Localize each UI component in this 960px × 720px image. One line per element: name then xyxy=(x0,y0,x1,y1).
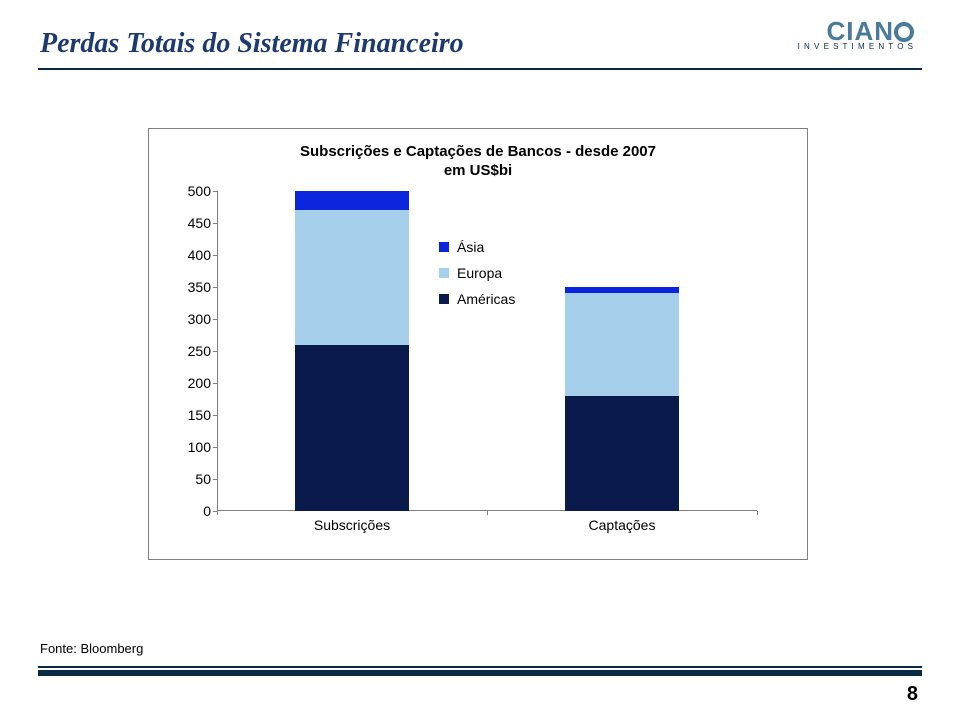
y-tick-label: 50 xyxy=(171,471,211,487)
slide-page: Perdas Totais do Sistema Financeiro CIAN… xyxy=(0,0,960,720)
segment-ásia xyxy=(565,287,678,293)
page-title: Perdas Totais do Sistema Financeiro xyxy=(40,28,464,60)
logo-subtext: I N V E S T I M E N T O S xyxy=(798,42,914,51)
x-label: Captações xyxy=(532,517,712,533)
y-tick-mark xyxy=(213,319,217,320)
chart-frame: Subscrições e Captações de Bancos - desd… xyxy=(148,128,808,560)
y-tick-label: 150 xyxy=(171,407,211,423)
x-label: Subscrições xyxy=(262,517,442,533)
y-tick-mark xyxy=(213,383,217,384)
y-tick-label: 400 xyxy=(171,247,211,263)
source-label: Fonte: Bloomberg xyxy=(40,641,143,656)
legend-label: Américas xyxy=(457,291,515,307)
legend-item-américas: Américas xyxy=(439,291,515,307)
footer-rule-thick xyxy=(38,670,922,676)
y-tick-label: 300 xyxy=(171,311,211,327)
segment-américas xyxy=(295,345,408,511)
y-tick-label: 500 xyxy=(171,183,211,199)
page-number: 8 xyxy=(907,683,918,706)
y-tick-label: 100 xyxy=(171,439,211,455)
y-tick-label: 450 xyxy=(171,215,211,231)
title-rule xyxy=(38,68,922,70)
y-tick-mark xyxy=(213,287,217,288)
legend-item-ásia: Ásia xyxy=(439,239,515,255)
logo-o-icon xyxy=(894,22,914,42)
x-tick-mark xyxy=(487,511,488,515)
logo-text: CIAN xyxy=(798,18,914,44)
y-tick-mark xyxy=(213,255,217,256)
y-tick-mark xyxy=(213,191,217,192)
y-tick-mark xyxy=(213,415,217,416)
chart-legend: Ásia Europa Américas xyxy=(439,239,515,317)
y-tick-label: 0 xyxy=(171,503,211,519)
legend-label: Europa xyxy=(457,265,502,281)
segment-ásia xyxy=(295,191,408,210)
segment-europa xyxy=(565,293,678,395)
y-tick-label: 350 xyxy=(171,279,211,295)
y-tick-mark xyxy=(213,447,217,448)
y-tick-label: 250 xyxy=(171,343,211,359)
legend-swatch xyxy=(439,242,449,252)
footer-rule-thin xyxy=(38,666,922,668)
y-axis xyxy=(217,191,218,511)
segment-europa xyxy=(295,210,408,344)
brand-logo: CIAN I N V E S T I M E N T O S xyxy=(798,18,914,51)
y-tick-label: 200 xyxy=(171,375,211,391)
segment-américas xyxy=(565,396,678,511)
y-tick-mark xyxy=(213,223,217,224)
legend-swatch xyxy=(439,294,449,304)
y-tick-mark xyxy=(213,479,217,480)
legend-label: Ásia xyxy=(457,239,484,255)
y-tick-mark xyxy=(213,351,217,352)
chart-title: Subscrições e Captações de Bancos - desd… xyxy=(149,143,807,181)
legend-swatch xyxy=(439,268,449,278)
x-tick-mark xyxy=(757,511,758,515)
legend-item-europa: Europa xyxy=(439,265,515,281)
x-tick-mark xyxy=(217,511,218,515)
